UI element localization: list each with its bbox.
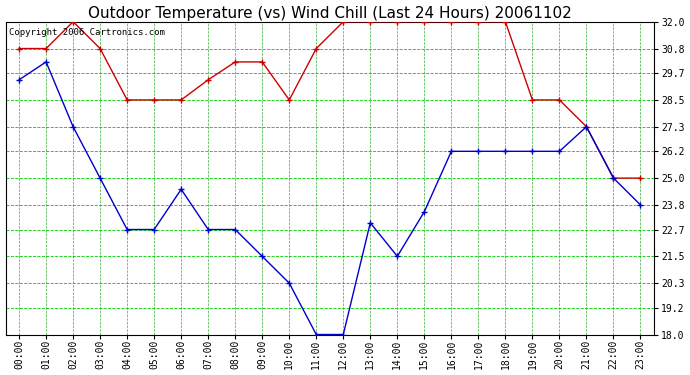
Title: Outdoor Temperature (vs) Wind Chill (Last 24 Hours) 20061102: Outdoor Temperature (vs) Wind Chill (Las… bbox=[88, 6, 571, 21]
Text: Copyright 2006 Cartronics.com: Copyright 2006 Cartronics.com bbox=[9, 28, 165, 37]
